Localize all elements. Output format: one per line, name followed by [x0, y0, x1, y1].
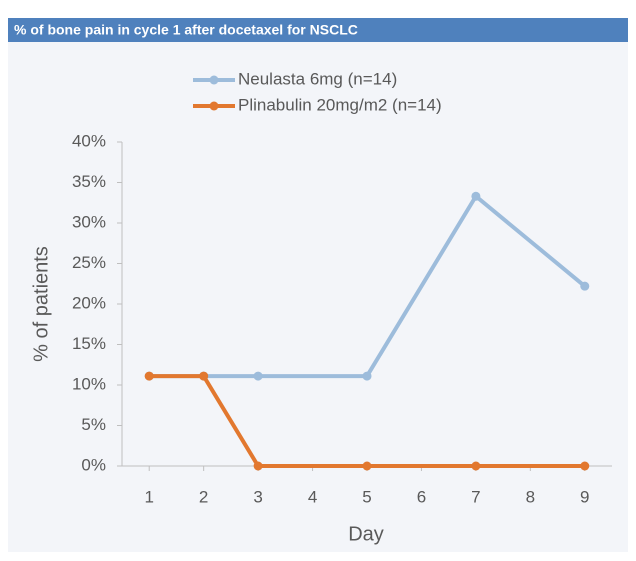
y-tick-label: 15% [72, 334, 106, 353]
y-tick-label: 30% [72, 212, 106, 231]
legend-label: Plinabulin 20mg/m2 (n=14) [238, 95, 442, 114]
x-tick-label: 7 [471, 487, 480, 506]
y-tick-label: 40% [72, 131, 106, 150]
y-axis-label: % of patients [30, 246, 52, 362]
chart-title: % of bone pain in cycle 1 after docetaxe… [14, 22, 358, 38]
x-tick-label: 5 [362, 487, 371, 506]
data-point [253, 461, 263, 471]
data-point [144, 371, 154, 381]
x-axis-label: Day [348, 523, 384, 545]
header-bar [8, 18, 628, 42]
y-tick-label: 5% [81, 415, 106, 434]
data-point [580, 461, 590, 471]
data-point [253, 371, 263, 381]
data-point [471, 461, 481, 471]
y-tick-label: 20% [72, 293, 106, 312]
series-line [149, 374, 585, 468]
data-point [580, 281, 590, 291]
data-point [199, 371, 209, 381]
legend-label: Neulasta 6mg (n=14) [238, 69, 397, 88]
x-tick-label: 4 [308, 487, 317, 506]
x-tick-label: 3 [253, 487, 262, 506]
data-point [471, 191, 481, 201]
y-tick-label: 25% [72, 253, 106, 272]
x-tick-label: 9 [580, 487, 589, 506]
x-tick-label: 8 [526, 487, 535, 506]
legend-marker [209, 75, 219, 85]
y-tick-label: 35% [72, 172, 106, 191]
x-tick-label: 6 [417, 487, 426, 506]
y-tick-label: 10% [72, 374, 106, 393]
x-tick-label: 2 [199, 487, 208, 506]
x-tick-label: 1 [144, 487, 153, 506]
data-point [362, 371, 372, 381]
legend-marker [209, 101, 219, 111]
data-point [362, 461, 372, 471]
y-tick-label: 0% [81, 455, 106, 474]
